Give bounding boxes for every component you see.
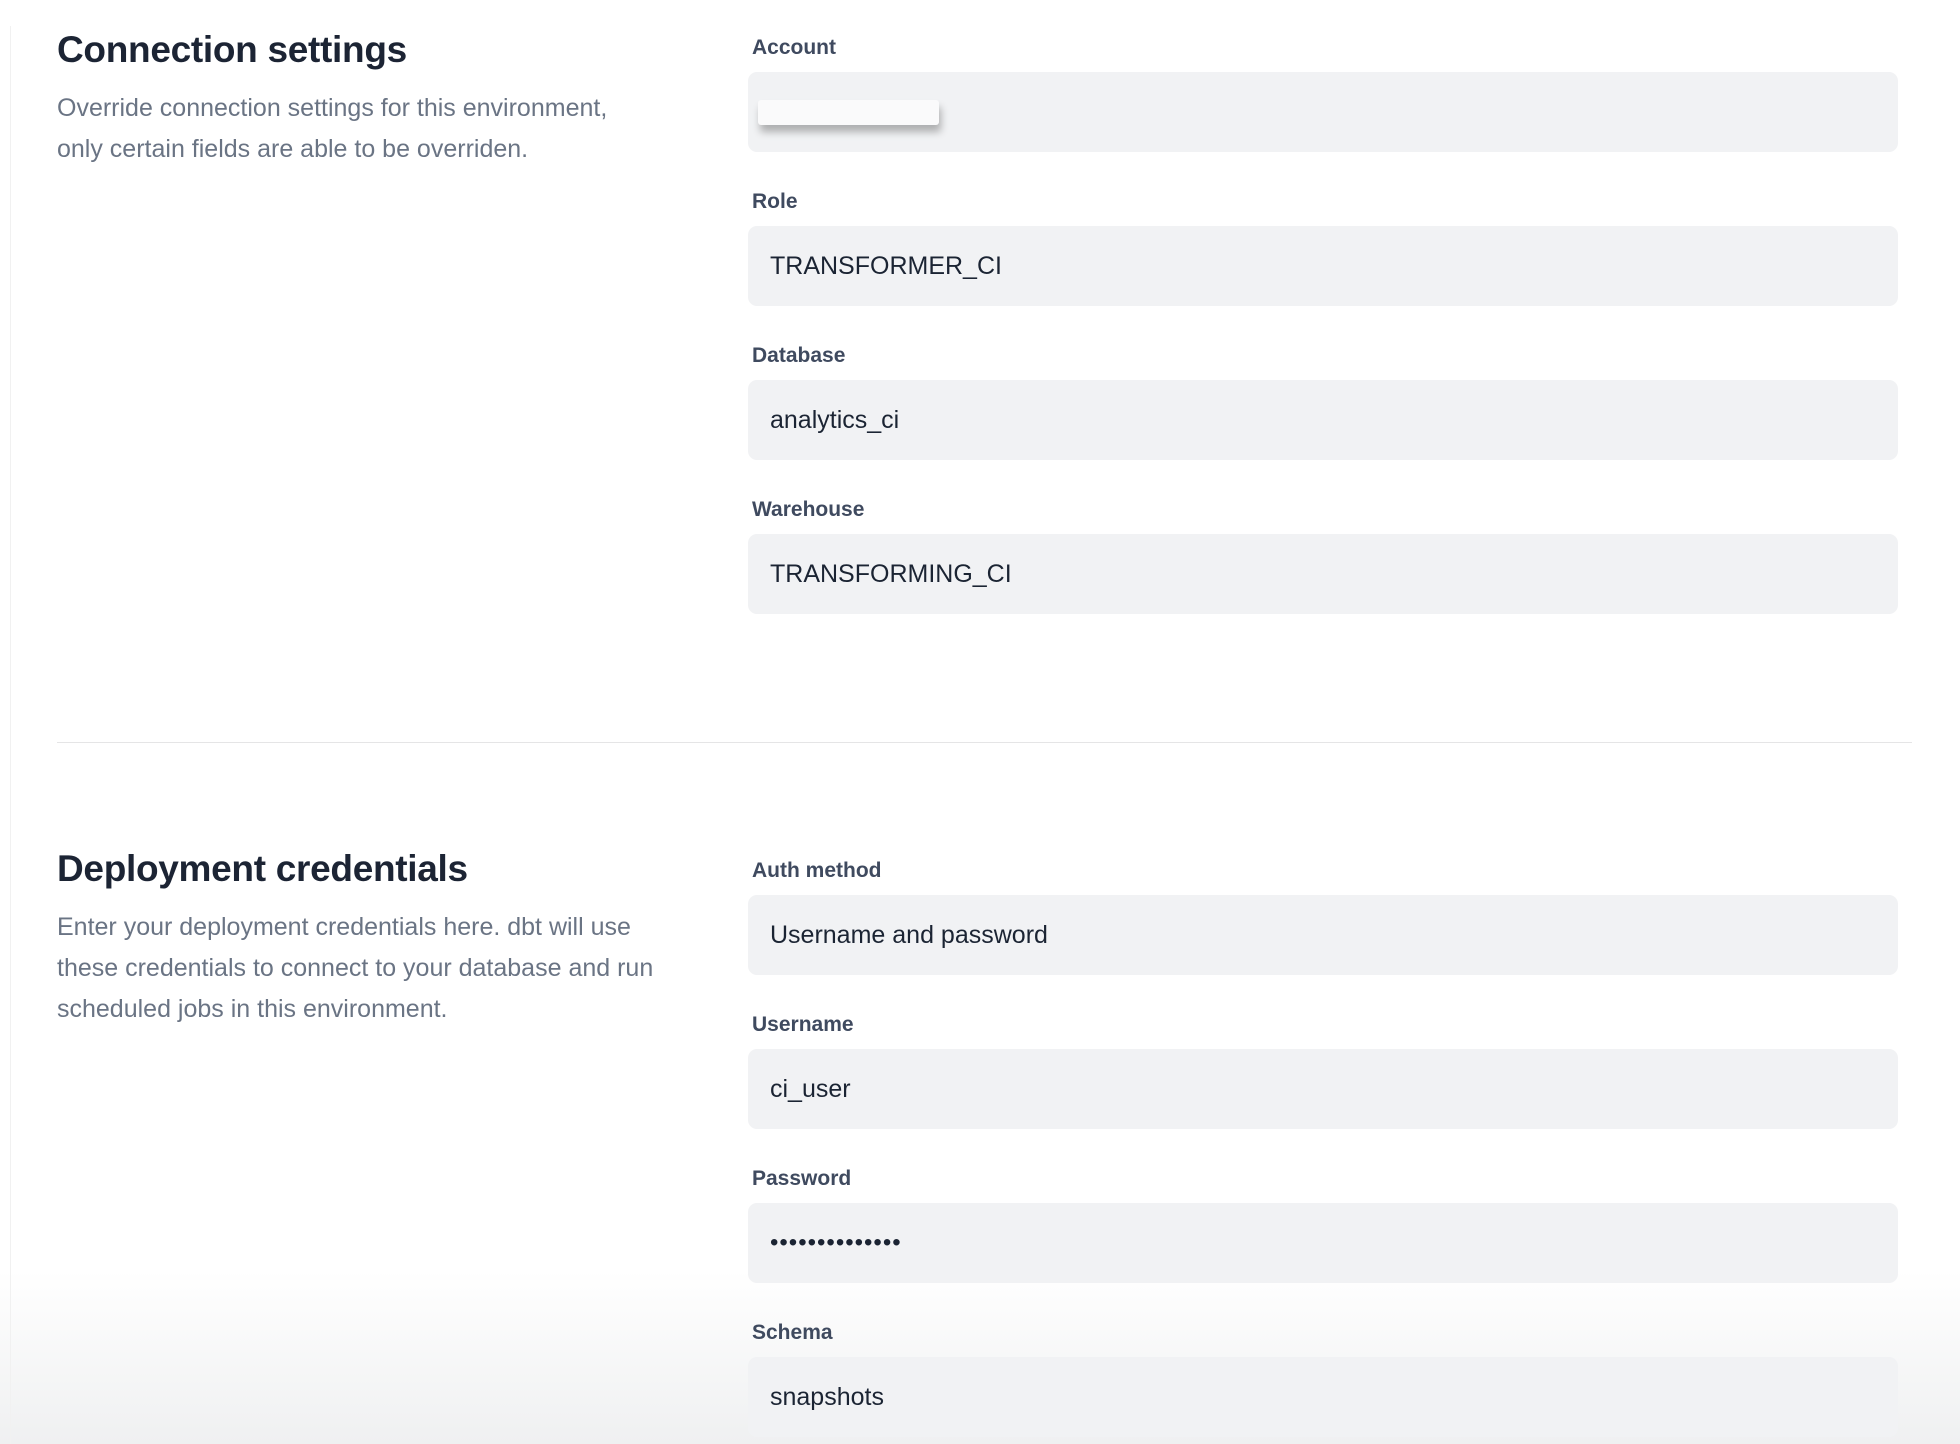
username-field: Username	[748, 1013, 1898, 1129]
password-field: Password	[748, 1167, 1898, 1283]
schema-field: Schema	[748, 1321, 1898, 1437]
connection-settings-info: Connection settings Override connection …	[57, 28, 748, 170]
deployment-credentials-info: Deployment credentials Enter your deploy…	[57, 847, 748, 1030]
username-input[interactable]	[748, 1049, 1898, 1129]
deployment-credentials-title: Deployment credentials	[57, 848, 468, 889]
connection-settings-title: Connection settings	[57, 29, 407, 70]
role-input[interactable]	[748, 226, 1898, 306]
section-divider	[57, 742, 1912, 743]
role-label: Role	[752, 190, 798, 213]
warehouse-input[interactable]	[748, 534, 1898, 614]
username-label: Username	[752, 1013, 854, 1036]
deployment-credentials-description: Enter your deployment credentials here. …	[57, 913, 654, 1023]
account-field: Account	[748, 36, 1898, 152]
redacted-account-value	[758, 100, 939, 125]
role-field: Role	[748, 190, 1898, 306]
database-input[interactable]	[748, 380, 1898, 460]
schema-label: Schema	[752, 1321, 833, 1344]
connection-settings-fields: Account Role Database Warehouse	[748, 36, 1898, 652]
auth-method-label: Auth method	[752, 859, 882, 882]
deployment-credentials-fields: Auth method Username Password Schema	[748, 859, 1898, 1444]
warehouse-field: Warehouse	[748, 498, 1898, 614]
auth-method-field: Auth method	[748, 859, 1898, 975]
warehouse-label: Warehouse	[752, 498, 865, 521]
password-label: Password	[752, 1167, 852, 1190]
left-panel-edge	[10, 26, 11, 1444]
connection-settings-section: Connection settings Override connection …	[0, 0, 1960, 652]
auth-method-input[interactable]	[748, 895, 1898, 975]
deployment-credentials-section: Deployment credentials Enter your deploy…	[0, 743, 1960, 1444]
connection-settings-description: Override connection settings for this en…	[57, 94, 608, 163]
schema-input[interactable]	[748, 1357, 1898, 1437]
account-input[interactable]	[748, 72, 1898, 152]
password-input[interactable]	[748, 1203, 1898, 1283]
database-field: Database	[748, 344, 1898, 460]
account-label: Account	[752, 36, 836, 59]
database-label: Database	[752, 344, 846, 367]
